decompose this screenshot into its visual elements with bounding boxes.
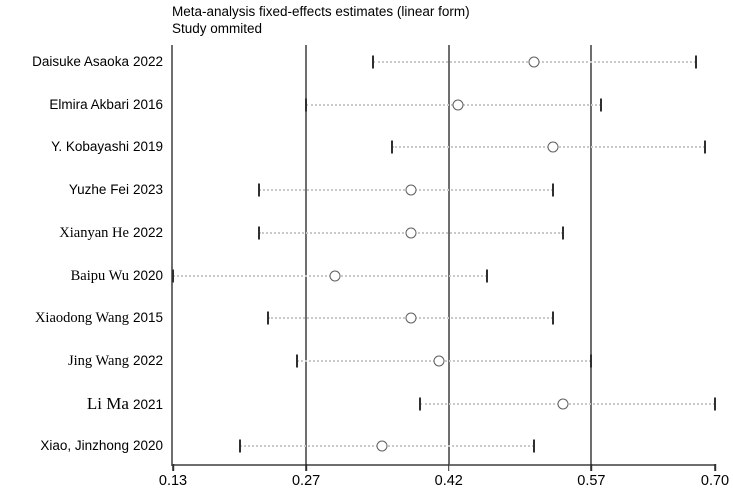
- study-label: Baipu Wu 2020: [0, 266, 163, 286]
- study-year: 2020: [132, 267, 163, 283]
- estimate-marker: [405, 312, 417, 324]
- ci-upper-tick: [714, 397, 716, 411]
- study-year: 2020: [132, 438, 163, 454]
- chart-subtitle: Study ommited: [172, 21, 263, 36]
- x-axis-tick: [590, 464, 593, 471]
- x-axis-tick-label: 0.57: [577, 473, 606, 489]
- ci-lower-tick: [295, 354, 298, 368]
- study-name: Y. Kobayashi: [51, 139, 129, 155]
- study-year: 2016: [132, 96, 163, 112]
- ci-lower-tick: [390, 140, 393, 154]
- ci-upper-tick: [694, 55, 697, 69]
- ci-lower-tick: [257, 183, 260, 197]
- ci-upper-tick: [552, 311, 555, 325]
- estimate-marker: [376, 440, 388, 452]
- estimate-marker: [452, 99, 464, 111]
- ci-lower-tick: [419, 397, 422, 411]
- study-name: Jing Wang: [67, 353, 129, 370]
- ci-upper-tick: [599, 98, 602, 112]
- x-axis-tick-label: 0.70: [700, 473, 730, 489]
- study-label: Xiao, Jinzhong 2020: [0, 436, 163, 456]
- study-label: Li Ma 2021: [0, 394, 163, 414]
- estimate-marker: [405, 184, 417, 196]
- ci-upper-tick: [552, 183, 555, 197]
- study-name: Li Ma: [86, 393, 129, 413]
- ci-upper-tick: [533, 439, 536, 453]
- estimate-marker: [557, 398, 569, 410]
- x-axis-tick-label: 0.13: [158, 473, 188, 489]
- chart-title: Meta-analysis fixed-effects estimates (l…: [172, 4, 470, 19]
- study-name: Xiao, Jinzhong: [40, 438, 129, 454]
- ci-lower-tick: [257, 226, 260, 240]
- study-label: Elmira Akbari 2016: [0, 95, 163, 115]
- study-label: Jing Wang 2022: [0, 351, 163, 371]
- ci-lower-tick: [238, 439, 241, 453]
- study-year: 2022: [132, 54, 163, 69]
- study-label: Xiaodong Wang 2015: [0, 308, 163, 328]
- x-axis-tick: [172, 464, 174, 471]
- study-label: Y. Kobayashi 2019: [0, 137, 163, 157]
- x-axis-tick-label: 0.27: [291, 473, 321, 489]
- study-name: Baipu Wu: [70, 267, 129, 284]
- plot-area: 0.13 0.27 0.42 0.57 0.70: [159, 45, 729, 489]
- study-year: 2023: [132, 182, 163, 198]
- study-name: Xiaodong Wang: [34, 310, 129, 327]
- study-label: Xianyan He 2022: [0, 223, 163, 243]
- reference-gridline: [590, 45, 593, 464]
- study-label: Daisuke Asaoka 2022: [0, 52, 163, 72]
- study-year: 2022: [132, 353, 163, 369]
- estimate-marker: [547, 141, 559, 153]
- study-label: Yuzhe Fei 2023: [0, 180, 163, 200]
- ci-upper-tick: [704, 140, 707, 154]
- ci-upper-tick: [485, 269, 488, 283]
- ci-lower-tick: [305, 98, 308, 112]
- x-axis-tick: [447, 464, 450, 471]
- ci-lower-tick: [371, 55, 374, 69]
- x-axis-tick: [714, 464, 716, 471]
- study-year: 2021: [132, 396, 163, 412]
- estimate-marker: [329, 270, 341, 282]
- x-axis-tick-label: 0.42: [434, 473, 463, 489]
- reference-gridline: [305, 45, 308, 464]
- estimate-marker: [433, 355, 445, 367]
- study-year: 2022: [132, 224, 163, 240]
- study-name: Yuzhe Fei: [68, 182, 129, 198]
- study-year: 2019: [132, 139, 163, 155]
- ci-upper-tick: [561, 226, 564, 240]
- study-year: 2015: [132, 310, 163, 326]
- study-name: Xianyan He: [59, 224, 129, 241]
- study-name: Daisuke Asaoka: [32, 54, 129, 69]
- reference-gridline: [447, 45, 450, 464]
- study-name: Elmira Akbari: [49, 96, 129, 112]
- ci-lower-tick: [172, 269, 174, 283]
- ci-upper-tick: [590, 354, 593, 368]
- ci-lower-tick: [267, 311, 270, 325]
- chart-titles: Meta-analysis fixed-effects estimates (l…: [172, 3, 470, 37]
- x-axis-tick: [305, 464, 307, 471]
- estimate-marker: [405, 227, 417, 239]
- estimate-marker: [528, 56, 540, 68]
